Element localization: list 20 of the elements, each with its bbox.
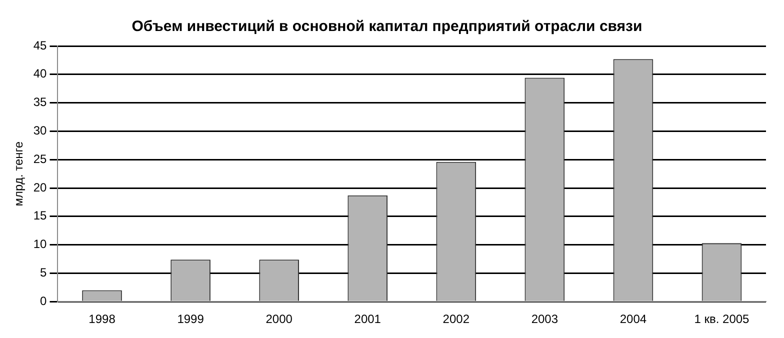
y-axis-title: млрд. тенге [12, 141, 26, 206]
y-tick-label: 40 [33, 66, 48, 81]
x-tick-label: 2000 [266, 312, 293, 326]
y-tick-label: 10 [33, 237, 48, 252]
y-tick-label: 35 [33, 95, 48, 110]
y-tick-label: 30 [33, 124, 48, 138]
x-tick-label: 2003 [531, 312, 558, 326]
y-tick-label: 45 [33, 38, 48, 52]
y-tick-label: 0 [40, 294, 48, 308]
x-tick-label: 2001 [354, 312, 382, 326]
x-tick-label: 2004 [620, 312, 647, 326]
y-tick-label: 20 [33, 180, 48, 194]
x-tick-label: 2002 [442, 312, 470, 326]
x-tick-label: 1998 [88, 312, 116, 326]
y-tick-label: 15 [33, 208, 48, 223]
y-tick-label: 25 [33, 152, 48, 166]
x-tick-label: 1999 [177, 312, 204, 326]
chart-title: Объем инвестиций в основной капитал предприятий отрасли связи [132, 18, 642, 36]
y-tick-label: 5 [40, 266, 48, 280]
x-tick-label: 1 кв. 2005 [694, 312, 750, 326]
